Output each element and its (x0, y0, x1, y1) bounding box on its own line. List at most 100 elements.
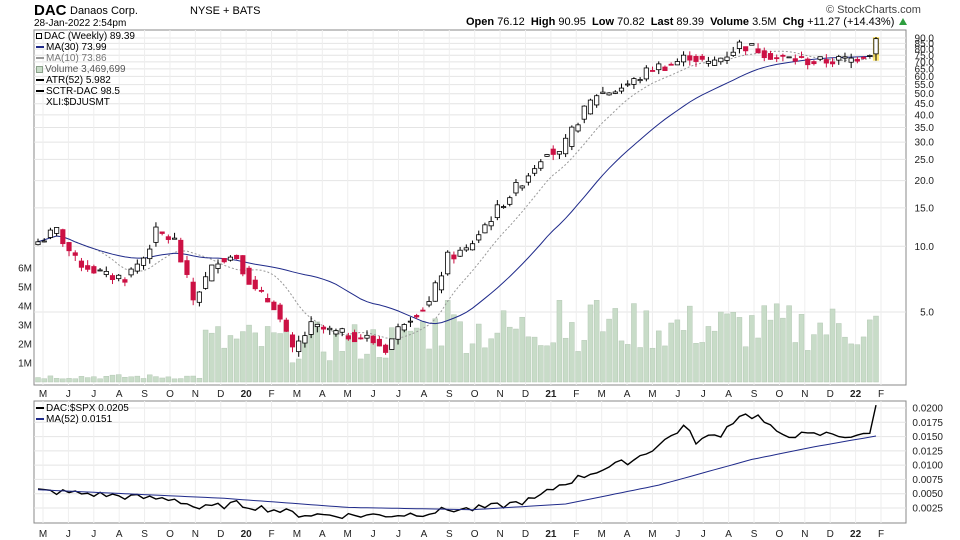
copyright-link[interactable]: © StockCharts.com (826, 4, 921, 16)
x-tick-label: J (66, 389, 71, 400)
candle-body (54, 227, 60, 234)
volume-bar (593, 300, 600, 383)
open-label: Open (466, 16, 495, 28)
volume-bar (202, 329, 209, 383)
volume-bar (122, 376, 128, 383)
volume-bar (165, 376, 172, 383)
volume-bar (320, 351, 327, 383)
x-tick-label: N (496, 529, 503, 540)
price-tick-label: 50.0 (915, 89, 935, 100)
candle-body (227, 256, 234, 261)
candle-body (488, 221, 494, 227)
x-tick-label: F (573, 389, 579, 400)
volume-bar (147, 374, 153, 383)
x-tick-label: M (293, 529, 301, 540)
volume-bar (612, 308, 619, 383)
volume-bar (190, 375, 196, 383)
symbol-title: DAC (34, 2, 67, 19)
candle-body (91, 266, 97, 274)
legend-ratio: DAC:$SPX 0.0205 (36, 403, 129, 414)
line-swatch-icon (36, 418, 44, 421)
x-tick-label: M (39, 389, 47, 400)
volume-bar (420, 321, 426, 383)
x-tick-label: S (751, 389, 758, 400)
candle-body (550, 148, 556, 155)
volume-bar (364, 353, 370, 383)
quote-bar: Open 76.12 High 90.95 Low 70.82 Last 89.… (466, 16, 908, 28)
candle-body (463, 247, 469, 251)
candle-body (575, 124, 581, 132)
x-tick-label: 20 (241, 529, 253, 540)
volume-bar (376, 357, 383, 383)
volume-bar (358, 358, 364, 383)
candle-body (159, 231, 165, 234)
candle-body (190, 281, 196, 301)
volume-bar (848, 343, 854, 383)
candle-body (581, 105, 587, 120)
candle-body (165, 236, 171, 240)
candle-body (836, 56, 842, 61)
volume-bar (749, 315, 755, 383)
candle-body (370, 335, 376, 344)
candle-body (109, 275, 116, 281)
volume-bar (215, 326, 221, 383)
price-tick-label: 85.0 (915, 39, 935, 50)
candle-body (718, 57, 724, 63)
volume-bar (587, 304, 594, 383)
candle-body (500, 206, 507, 208)
candle-body (724, 56, 730, 61)
candle-body (184, 260, 190, 275)
legend-ma10: MA(10) 73.86 (36, 53, 135, 64)
candle-body (848, 57, 854, 63)
candle-body (861, 57, 867, 59)
x-tick-label: A (624, 389, 631, 400)
candle-body (383, 344, 389, 353)
volume-bar (562, 337, 569, 383)
x-tick-label: S (446, 529, 453, 540)
x-tick-label: J (701, 529, 706, 540)
volume-bar (314, 321, 321, 383)
candle-body (656, 63, 662, 71)
candle-body (674, 61, 680, 66)
x-tick-label: A (725, 389, 732, 400)
price-tick-label: 75.0 (915, 51, 935, 62)
candle-body (395, 326, 401, 340)
candle-body (873, 38, 879, 55)
candle-body (513, 182, 519, 194)
volume-bar (531, 336, 538, 383)
candle-body (563, 137, 569, 155)
volume-bar (507, 326, 513, 383)
volume-bar (128, 376, 134, 383)
ma30-line (37, 55, 877, 325)
volume-bar (47, 375, 54, 383)
candle-body (712, 59, 718, 66)
ratio-tick-label: 0.0150 (912, 432, 943, 443)
x-tick-label: F (573, 529, 579, 540)
volume-bars (35, 300, 879, 383)
candle-body (352, 332, 358, 343)
volume-bar (469, 343, 476, 383)
volume-bar (724, 313, 730, 383)
x-tick-label: N (496, 389, 503, 400)
company-name: Danaos Corp. (70, 5, 138, 17)
volume-tick-label: 5M (18, 283, 32, 294)
candle-body (507, 197, 513, 205)
candle-body (314, 323, 320, 328)
candle-body (116, 274, 122, 280)
volume-bar (178, 378, 184, 383)
candle-body (265, 298, 271, 303)
candle-body (538, 161, 544, 169)
x-tick-label: A (624, 529, 631, 540)
candle-body (438, 275, 445, 291)
candle-body (774, 57, 780, 60)
candle-body (780, 54, 786, 57)
candle-body (649, 70, 656, 72)
candle-body (786, 56, 792, 59)
volume-tick-label: 4M (18, 302, 32, 313)
volume-bar (196, 377, 203, 383)
high-value: 90.95 (558, 16, 586, 28)
candle-body (234, 254, 240, 260)
high-label: High (530, 16, 556, 28)
volume-bar (407, 330, 414, 383)
